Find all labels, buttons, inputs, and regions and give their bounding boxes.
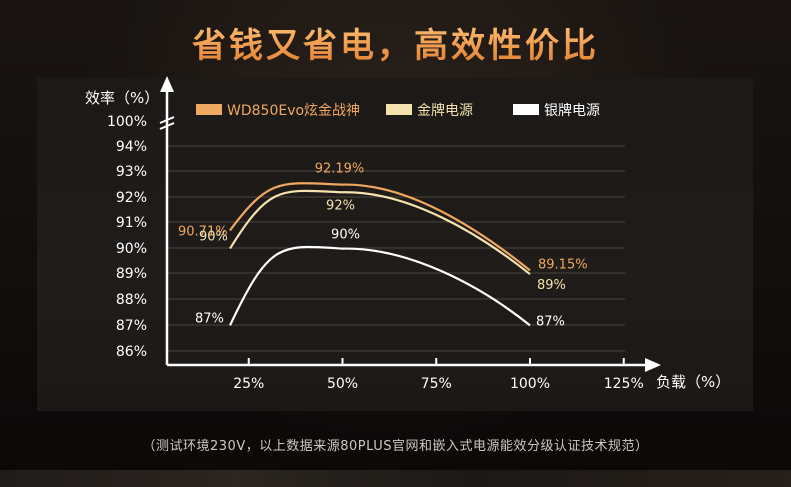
y-tick-label: 91% <box>116 215 147 231</box>
x-tick-labels: 25% 50% 75% 100% 125% <box>233 358 644 392</box>
series-line <box>229 245 531 327</box>
y-tick-label: 87% <box>116 318 147 334</box>
y-axis-label: 效率（%） <box>85 89 159 107</box>
y-tick-label: 86% <box>116 344 147 360</box>
y-axis-break-mark <box>159 116 175 130</box>
data-labels: 90.71% 92.19% 89.15% 90% 92% 89% 87% 90% 87% <box>178 162 588 330</box>
legend-swatch <box>513 104 539 115</box>
x-tick-label: 50% <box>327 376 358 392</box>
legend-label: 金牌电源 <box>417 102 473 119</box>
data-label: 92.19% <box>315 162 365 177</box>
legend-label: WD850Evo炫金战神 <box>227 103 360 119</box>
series-line <box>229 182 531 272</box>
y-tick-label: 89% <box>116 266 147 282</box>
bottom-texture-strip <box>0 470 791 487</box>
y-tick-label: 100% <box>107 114 147 130</box>
y-axis-arrow <box>160 76 174 92</box>
y-tick-label: 88% <box>116 292 147 308</box>
chart-axes <box>159 76 661 372</box>
data-label: 90.71% <box>178 224 228 239</box>
headline: 省钱又省电，高效性价比 <box>0 18 791 67</box>
y-tick-label: 90% <box>116 241 147 257</box>
legend: WD850Evo炫金战神 金牌电源 银牌电源 <box>196 102 600 119</box>
footnote: （测试环境230V，以上数据来源80PLUS官网和嵌入式电源能效分级认证技术规范… <box>142 439 649 454</box>
y-tick-labels: 86% 87% 88% 89% 90% 91% 92% 93% 94% 100% <box>107 114 147 360</box>
y-tick-label: 93% <box>116 164 147 180</box>
y-tick-label: 94% <box>116 139 147 155</box>
legend-swatch <box>196 104 222 115</box>
legend-label: 银牌电源 <box>544 102 600 119</box>
series-lines <box>229 182 531 327</box>
x-tick-label: 75% <box>421 376 452 392</box>
x-axis-label: 负载（%） <box>656 373 730 391</box>
data-label: 87% <box>195 311 224 326</box>
x-tick-label: 25% <box>233 376 264 392</box>
legend-swatch <box>386 104 412 115</box>
data-label: 92% <box>326 198 355 213</box>
data-label: 90% <box>199 230 228 245</box>
series-line <box>229 189 531 276</box>
data-label: 90% <box>331 228 360 243</box>
chart-panel <box>37 78 753 411</box>
data-label: 89.15% <box>538 257 588 272</box>
y-tick-label: 92% <box>116 190 147 206</box>
data-label: 87% <box>536 314 565 329</box>
data-label: 89% <box>537 278 566 293</box>
x-axis-arrow <box>645 358 661 372</box>
x-tick-label: 125% <box>604 376 644 392</box>
x-tick-label: 100% <box>510 376 550 392</box>
